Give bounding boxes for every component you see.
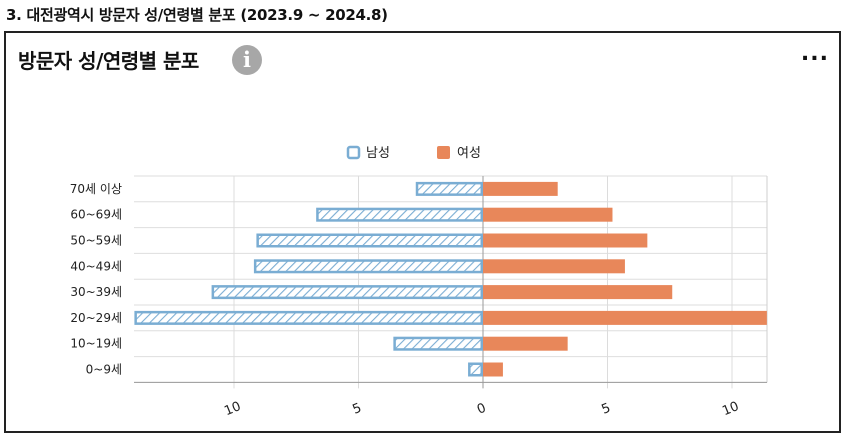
chart-panel: 방문자 성/연령별 분포 i ... 70세 이상 60~69세 50~59세 40~… [4, 31, 841, 433]
x-tick-label: 0 [475, 401, 488, 418]
legend-label-male: 남성 [366, 146, 390, 161]
population-pyramid-chart: 70세 이상 60~69세 50~59세 40~49세 30~39세 20~29세 10~1… [70, 145, 768, 419]
bar-male [253, 259, 483, 274]
bar-female [483, 285, 673, 300]
category-label: 30~39세 [70, 285, 122, 299]
category-label: 70세 이상 [70, 182, 122, 196]
bar-male [211, 285, 483, 300]
bar-female [483, 181, 558, 196]
bar-male [468, 362, 483, 377]
x-tick-label: 10 [222, 399, 243, 419]
bar-female [483, 233, 648, 248]
info-icon[interactable]: i [232, 45, 262, 75]
category-label: 50~59세 [70, 234, 122, 248]
bar-female [483, 310, 767, 325]
panel-title: 방문자 성/연령별 분포 [18, 49, 199, 73]
bar-male [316, 207, 484, 222]
x-tick-label: 10 [720, 399, 741, 419]
bar-male [415, 181, 483, 196]
category-label: 20~29세 [70, 311, 122, 325]
bar-male [393, 336, 483, 351]
bar-female [483, 259, 625, 274]
x-tick-label: 5 [600, 401, 613, 418]
category-label: 10~19세 [70, 337, 122, 351]
legend-marker-female [437, 146, 450, 159]
bar-female [483, 207, 613, 222]
legend-label-female: 여성 [457, 146, 481, 161]
category-label: 40~49세 [70, 259, 122, 273]
category-label: 60~69세 [70, 208, 122, 222]
section-title: 3. 대전광역시 방문자 성/연령별 분포 (2023.9 ~ 2024.8) [6, 6, 388, 24]
x-tick-label: 5 [351, 401, 364, 418]
bar-male [256, 233, 483, 248]
bar-female [483, 336, 568, 351]
bar-female [483, 362, 503, 377]
category-label: 0~9세 [86, 363, 122, 377]
bar-male [134, 310, 483, 325]
more-options-icon[interactable]: ... [800, 41, 829, 66]
legend-marker-male [346, 145, 361, 160]
